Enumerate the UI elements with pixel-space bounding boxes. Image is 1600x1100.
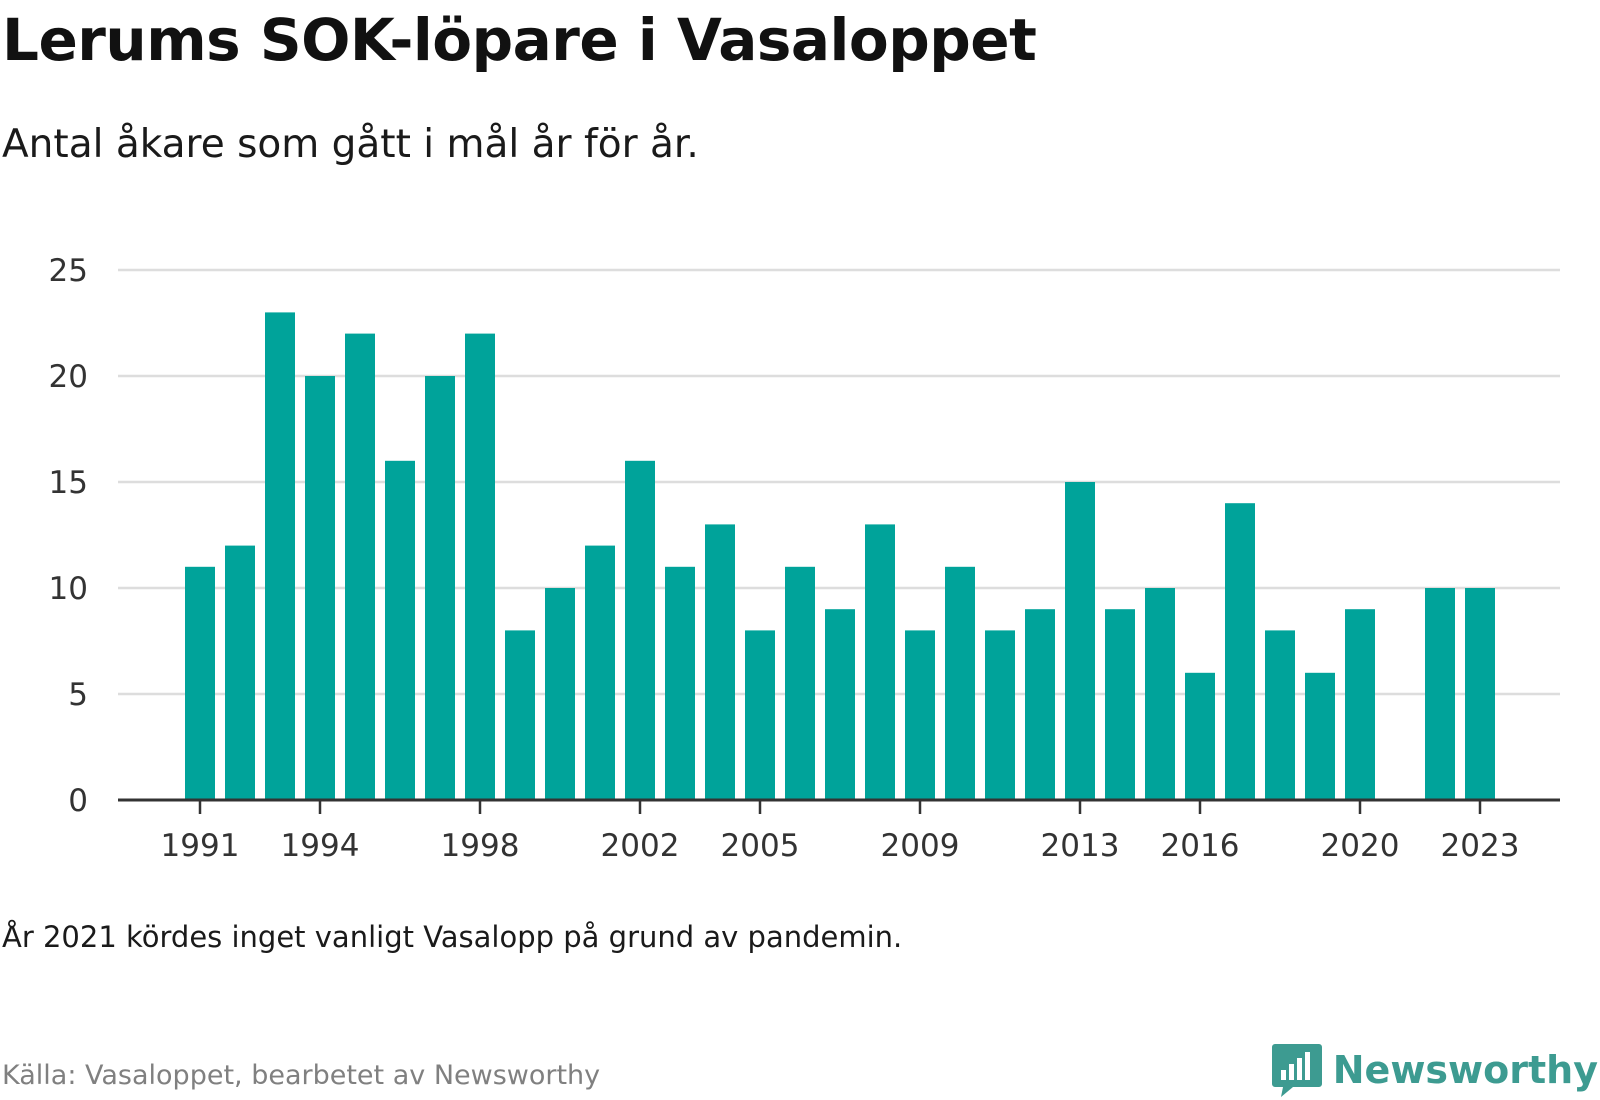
x-tick-label: 2005 [721,828,800,864]
x-tick-label: 1994 [281,828,360,864]
y-tick-label: 5 [68,677,88,713]
y-axis-ticks: 0 5 10 15 20 25 [49,253,88,819]
bar-2020 [1345,609,1375,800]
bar-2017 [1225,503,1255,800]
y-tick-label: 20 [49,359,88,395]
chart-title: Lerums SOK-löpare i Vasaloppet [2,6,1037,74]
y-tick-label: 15 [49,465,88,501]
bar-2013 [1065,482,1095,800]
bar-2016 [1185,672,1215,800]
footnote: År 2021 kördes inget vanligt Vasalopp på… [2,920,903,954]
bar-2002 [625,460,655,800]
bar-1999 [505,630,535,800]
x-axis-ticks: 1991 1994 1998 2002 2005 2009 2013 2016 2020 2023 [161,800,1520,864]
y-tick-label: 25 [49,253,88,289]
bar-2015 [1145,588,1175,800]
source-credit: Källa: Vasaloppet, bearbetet av Newswort… [2,1060,601,1091]
x-tick-label: 1998 [441,828,520,864]
bar-1992 [225,545,255,800]
bar-2009 [905,630,935,800]
bars [185,312,1495,800]
bar-2000 [545,588,575,800]
bar-chart-speech-bubble-icon [1271,1044,1322,1097]
bar-2005 [745,630,775,800]
chart-subtitle: Antal åkare som gått i mål år för år. [2,122,699,167]
bar-2001 [585,545,615,800]
bar-2018 [1265,630,1295,800]
bar-2019 [1305,672,1335,800]
bar-2011 [985,630,1015,800]
y-tick-label: 0 [68,783,88,819]
bar-1991 [185,566,215,800]
bar-2022 [1425,588,1455,800]
bar-2006 [785,566,815,800]
bar-1998 [465,333,495,800]
newsworthy-logo[interactable]: Newsworthy [1271,1042,1598,1098]
bar-1994 [305,376,335,800]
bar-2012 [1025,609,1055,800]
x-tick-label: 2009 [881,828,960,864]
x-tick-label: 2020 [1321,828,1400,864]
y-tick-label: 10 [49,571,88,607]
bar-2008 [865,524,895,800]
bar-2014 [1105,609,1135,800]
bar-1996 [385,460,415,800]
bar-1995 [345,333,375,800]
bar-2023 [1465,588,1495,800]
brand-name: Newsworthy [1332,1048,1598,1092]
x-tick-label: 2016 [1161,828,1240,864]
bar-1997 [425,376,455,800]
x-tick-label: 1991 [161,828,240,864]
x-tick-label: 2013 [1041,828,1120,864]
bar-2004 [705,524,735,800]
bar-chart: 0 5 10 15 20 25 1991 1994 1998 2002 2005 2009 2013 2… [49,253,1560,864]
x-tick-label: 2023 [1441,828,1520,864]
bar-2010 [945,566,975,800]
x-tick-label: 2002 [601,828,680,864]
bar-1993 [265,312,295,800]
bar-2003 [665,566,695,800]
bar-2007 [825,609,855,800]
